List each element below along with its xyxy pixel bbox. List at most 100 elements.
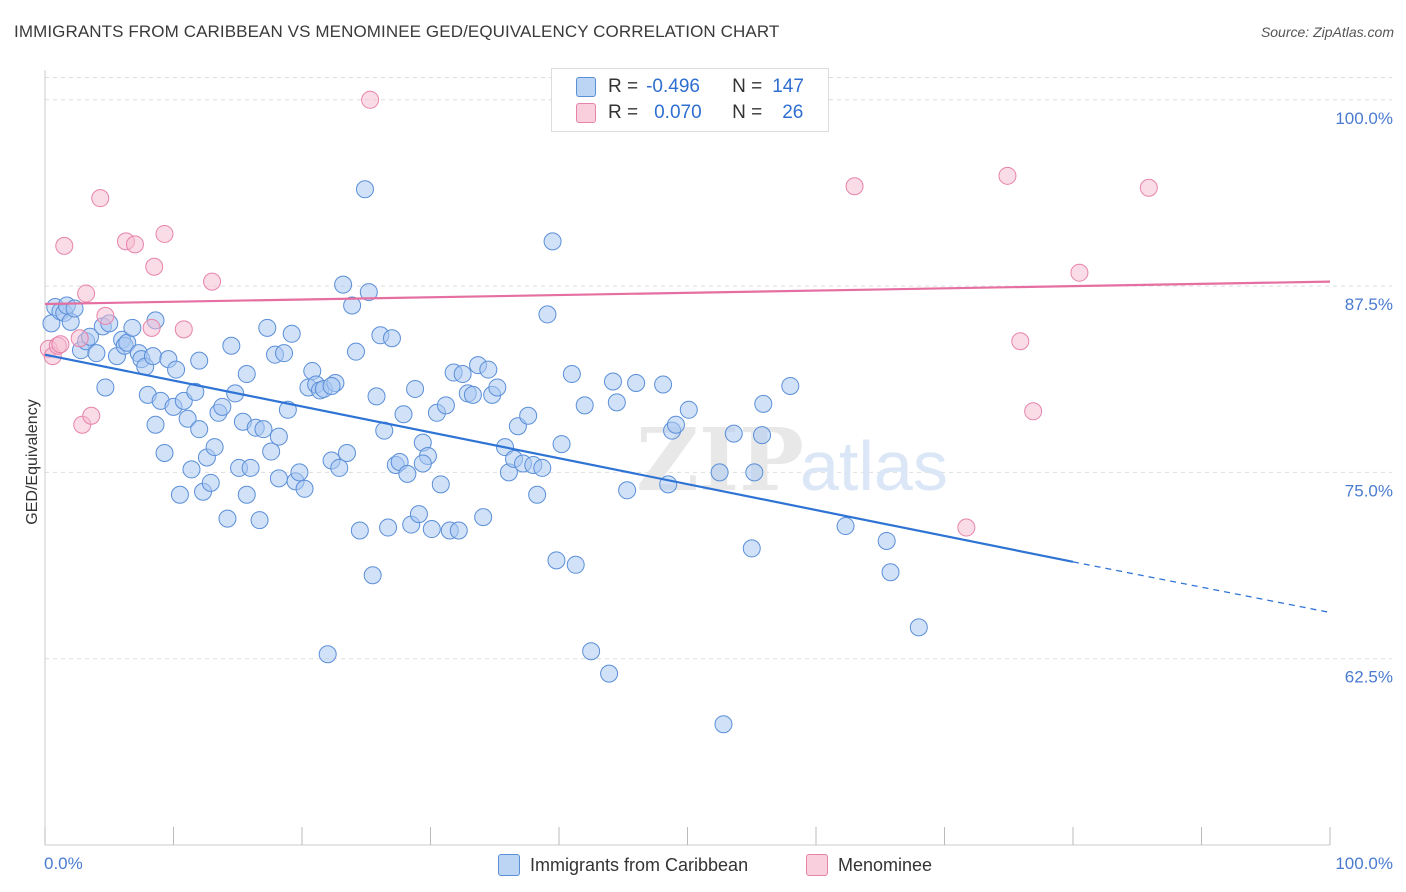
y-axis-label: GED/Equivalency — [24, 399, 41, 524]
data-point-caribbean — [167, 360, 186, 379]
data-point-caribbean — [409, 505, 428, 524]
data-point-caribbean — [254, 420, 273, 439]
data-point-caribbean — [318, 645, 337, 664]
data-point-caribbean — [201, 473, 220, 492]
bottom-legend-label-caribbean: Immigrants from Caribbean — [530, 854, 749, 875]
source-label: Source: ZipAtlas.com — [1260, 24, 1394, 40]
data-point-caribbean — [250, 511, 269, 530]
data-point-caribbean — [237, 485, 256, 504]
data-point-caribbean — [710, 463, 729, 482]
y-tick-label: 62.5% — [1345, 668, 1393, 687]
data-point-menominee — [125, 235, 144, 254]
legend-n-value: 26 — [782, 102, 804, 123]
data-point-caribbean — [881, 563, 900, 582]
data-point-caribbean — [359, 283, 378, 302]
axis-layer: 62.5% 75.0% 87.5% 100.0% — [44, 70, 1393, 846]
data-point-caribbean — [269, 427, 288, 446]
data-point-menominee — [77, 284, 96, 303]
legend-swatch-blue — [576, 77, 596, 97]
data-point-menominee — [845, 177, 864, 196]
y-tick-label: 87.5% — [1345, 295, 1393, 314]
data-point-caribbean — [190, 420, 209, 439]
data-point-caribbean — [909, 618, 928, 637]
y-tick-label: 100.0% — [1335, 109, 1393, 128]
data-point-caribbean — [146, 415, 165, 434]
data-point-caribbean — [190, 351, 209, 370]
data-point-caribbean — [753, 426, 772, 445]
legend-r-label: R = — [608, 102, 639, 123]
legend-r-value: -0.496 — [646, 76, 700, 97]
data-point-caribbean — [355, 180, 374, 199]
data-point-caribbean — [582, 642, 601, 661]
trendline-menominee — [44, 280, 1331, 306]
trend-layer — [44, 280, 1331, 614]
chart-title: IMMIGRANTS FROM CARIBBEAN VS MENOMINEE G… — [14, 22, 780, 41]
data-point-menominee — [51, 335, 70, 354]
data-point-caribbean — [170, 485, 189, 504]
bottom-legend-swatch-blue — [498, 854, 520, 876]
data-point-caribbean — [178, 409, 197, 428]
data-point-caribbean — [394, 405, 413, 424]
legend-row-caribbean: R = -0.496 N = 147 — [576, 74, 804, 100]
legend-r-value: 0.070 — [654, 102, 702, 123]
data-point-caribbean — [627, 373, 646, 392]
data-point-caribbean — [562, 365, 581, 384]
bottom-legend-swatch-pink — [806, 854, 828, 876]
data-point-menominee — [174, 320, 193, 339]
data-point-menominee — [1070, 263, 1089, 282]
data-point-caribbean — [258, 318, 277, 337]
bottom-legend-label-menominee: Menominee — [838, 854, 933, 875]
data-point-caribbean — [346, 342, 365, 361]
data-point-caribbean — [422, 520, 441, 539]
legend-n-value: 147 — [772, 76, 804, 97]
data-point-caribbean — [488, 378, 507, 397]
data-point-caribbean — [337, 444, 356, 463]
data-point-caribbean — [463, 385, 482, 404]
trendline-caribbean-extension — [1072, 561, 1331, 614]
data-point-caribbean — [547, 551, 566, 570]
data-point-caribbean — [666, 415, 685, 434]
data-point-caribbean — [379, 518, 398, 537]
data-point-caribbean — [350, 521, 369, 540]
data-point-menominee — [91, 189, 110, 208]
data-point-caribbean — [575, 396, 594, 415]
data-point-caribbean — [96, 378, 115, 397]
data-point-caribbean — [449, 521, 468, 540]
data-point-caribbean — [275, 344, 294, 363]
data-point-caribbean — [436, 396, 455, 415]
legend-swatch-pink — [576, 103, 596, 123]
data-point-caribbean — [334, 275, 353, 294]
legend-r-label: R = — [608, 76, 639, 97]
data-point-caribbean — [330, 458, 349, 477]
x-tick-label-min: 0.0% — [44, 854, 83, 873]
data-point-caribbean — [724, 424, 743, 443]
y-tick-label: 75.0% — [1345, 481, 1393, 500]
data-point-caribbean — [607, 393, 626, 412]
data-point-caribbean — [533, 458, 552, 477]
data-point-caribbean — [123, 318, 142, 337]
data-point-caribbean — [754, 394, 773, 413]
data-point-menominee — [1024, 402, 1043, 421]
legend-row-menominee: R = 0.070 N = 26 — [576, 100, 803, 126]
data-point-menominee — [55, 236, 74, 255]
data-point-caribbean — [781, 376, 800, 395]
bottom-legend-caribbean: Immigrants from Caribbean — [498, 851, 748, 879]
data-point-caribbean — [714, 715, 733, 734]
data-point-caribbean — [543, 232, 562, 251]
data-point-caribbean — [552, 435, 571, 454]
data-point-menominee — [361, 90, 380, 109]
data-point-caribbean — [367, 387, 386, 406]
legend-n-label: N = — [732, 102, 763, 123]
data-point-menominee — [957, 518, 976, 537]
data-point-caribbean — [406, 379, 425, 398]
data-point-caribbean — [431, 475, 450, 494]
data-point-menominee — [145, 257, 164, 276]
data-point-caribbean — [269, 469, 288, 488]
data-point-caribbean — [453, 365, 472, 384]
data-point-caribbean — [603, 372, 622, 391]
data-point-menominee — [82, 406, 101, 425]
data-point-caribbean — [538, 305, 557, 324]
data-point-menominee — [203, 272, 222, 291]
data-point-menominee — [1011, 332, 1030, 351]
